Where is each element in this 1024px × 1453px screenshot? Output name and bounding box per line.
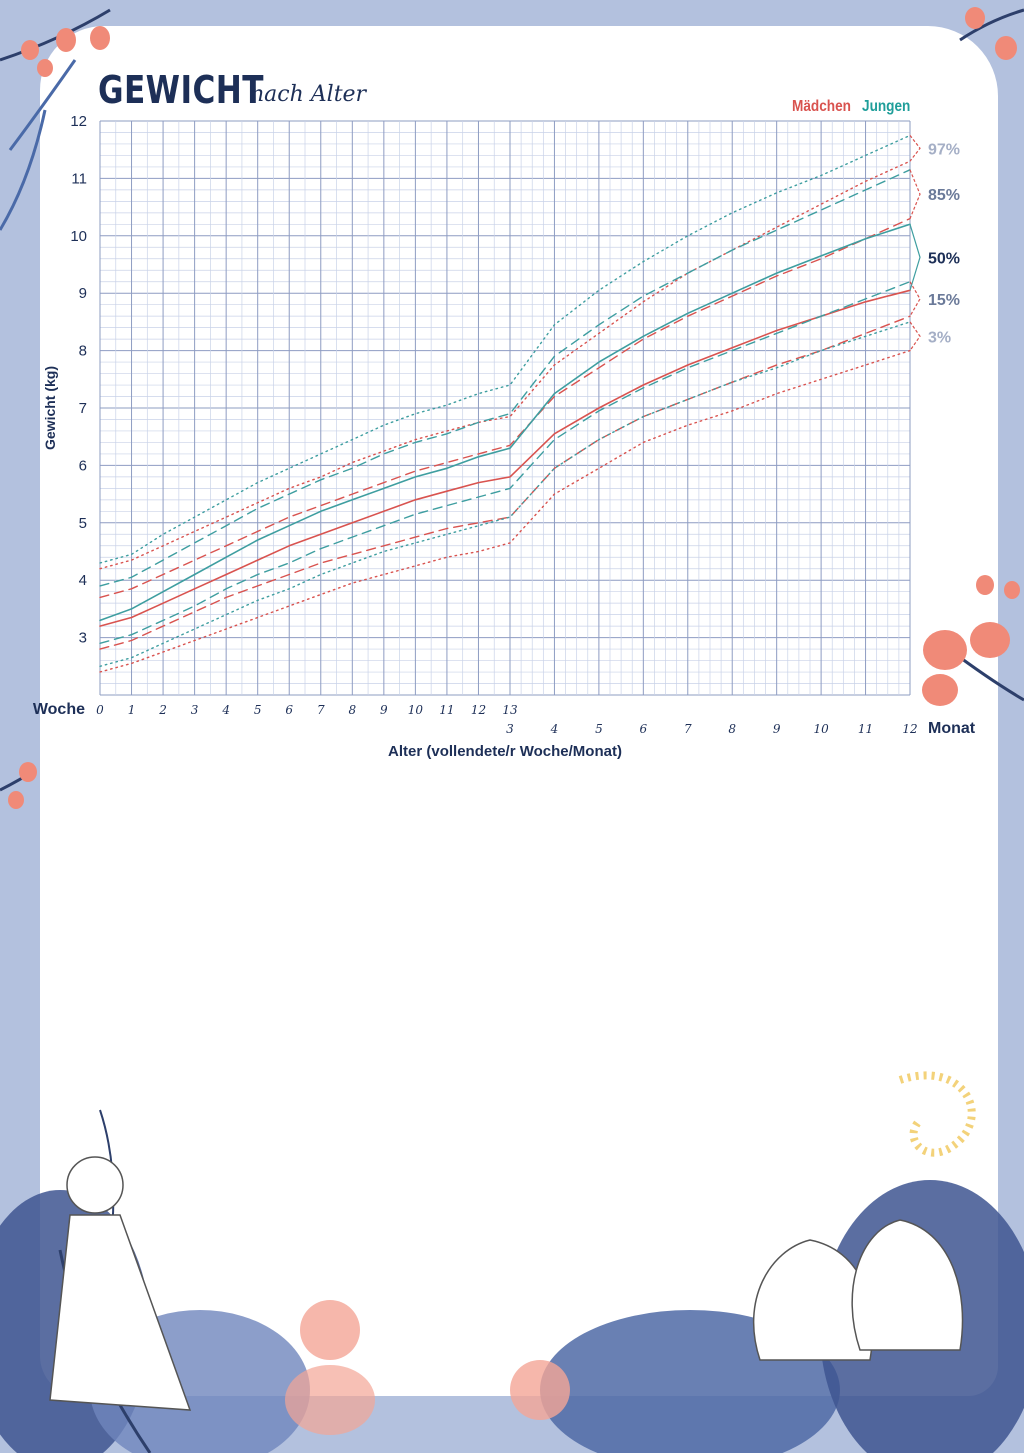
percentile-bracket bbox=[909, 224, 921, 291]
y-tick-label: 6 bbox=[79, 457, 87, 474]
week-tick-label: 4 bbox=[221, 703, 230, 717]
series-line-boys-97p bbox=[99, 134, 911, 564]
series-line-boys-85p bbox=[99, 169, 911, 587]
week-tick-label: 5 bbox=[254, 703, 262, 717]
chart-subtitle: nach Alter bbox=[250, 82, 367, 107]
week-tick-label: 7 bbox=[317, 703, 325, 717]
month-tick-label: 6 bbox=[640, 722, 648, 736]
leaf-top-left-icon bbox=[0, 8, 111, 231]
week-tick-label: 8 bbox=[348, 703, 356, 717]
y-tick-label: 9 bbox=[79, 285, 87, 302]
month-tick-label: 4 bbox=[550, 722, 559, 736]
y-tick-label: 7 bbox=[79, 400, 87, 417]
month-axis-label: Monat bbox=[928, 720, 976, 737]
week-tick-label: 11 bbox=[439, 703, 454, 717]
week-tick-label: 3 bbox=[191, 703, 199, 717]
y-tick-label: 4 bbox=[79, 572, 87, 589]
week-tick-label: 2 bbox=[158, 703, 167, 717]
week-tick-label: 1 bbox=[128, 703, 136, 717]
percentile-bracket bbox=[909, 135, 921, 162]
leaf-left-middle-icon bbox=[0, 762, 37, 809]
week-axis-label: Woche bbox=[33, 701, 85, 718]
y-tick-label: 8 bbox=[79, 343, 87, 360]
series-line-girls-3p bbox=[99, 349, 911, 673]
legend-girls: Mädchen bbox=[792, 98, 851, 115]
chart-paper bbox=[40, 26, 998, 1396]
week-tick-label: 13 bbox=[502, 703, 518, 717]
series-line-girls-85p bbox=[99, 217, 911, 599]
month-tick-label: 9 bbox=[773, 722, 781, 736]
percentile-bracket bbox=[909, 281, 921, 317]
y-axis-label: Gewicht (kg) bbox=[42, 366, 58, 450]
month-tick-label: 3 bbox=[506, 722, 514, 736]
month-tick-label: 11 bbox=[858, 722, 873, 736]
percentile-bracket bbox=[909, 321, 921, 351]
y-tick-label: 11 bbox=[71, 170, 87, 187]
y-tick-label: 5 bbox=[79, 515, 87, 532]
week-tick-label: 9 bbox=[380, 703, 388, 717]
percentile-label: 50% bbox=[928, 250, 960, 267]
percentile-label: 3% bbox=[928, 329, 951, 346]
y-tick-label: 10 bbox=[70, 228, 87, 245]
series-line-girls-97p bbox=[99, 160, 911, 570]
y-tick-label: 12 bbox=[70, 113, 87, 130]
week-tick-label: 0 bbox=[96, 703, 104, 717]
y-tick-label: 3 bbox=[79, 630, 87, 647]
foliage-bottom-right-icon bbox=[510, 1071, 1024, 1453]
series-line-boys-50p bbox=[99, 223, 911, 622]
week-tick-label: 12 bbox=[471, 703, 486, 717]
foliage-bottom-left-icon bbox=[0, 1109, 375, 1453]
series-line-girls-50p bbox=[99, 289, 911, 627]
percentile-label: 97% bbox=[928, 141, 960, 158]
percentile-bracket bbox=[909, 169, 921, 219]
x-axis-label: Alter (vollendete/r Woche/Monat) bbox=[388, 743, 622, 760]
legend-boys: Jungen bbox=[862, 98, 911, 115]
week-tick-label: 10 bbox=[408, 703, 424, 717]
month-tick-label: 7 bbox=[684, 722, 692, 736]
month-tick-label: 5 bbox=[595, 722, 603, 736]
month-tick-label: 10 bbox=[813, 722, 829, 736]
percentile-label: 85% bbox=[928, 187, 960, 204]
series-line-girls-15p bbox=[99, 315, 911, 650]
leaf-right-middle-icon bbox=[922, 575, 1024, 706]
series-line-boys-15p bbox=[99, 281, 911, 644]
leaf-top-right-icon bbox=[959, 7, 1024, 60]
percentile-label: 15% bbox=[928, 292, 960, 309]
month-tick-label: 12 bbox=[902, 722, 917, 736]
month-tick-label: 8 bbox=[728, 722, 736, 736]
chart-title: GEWICHT bbox=[98, 68, 264, 112]
week-tick-label: 6 bbox=[285, 703, 293, 717]
